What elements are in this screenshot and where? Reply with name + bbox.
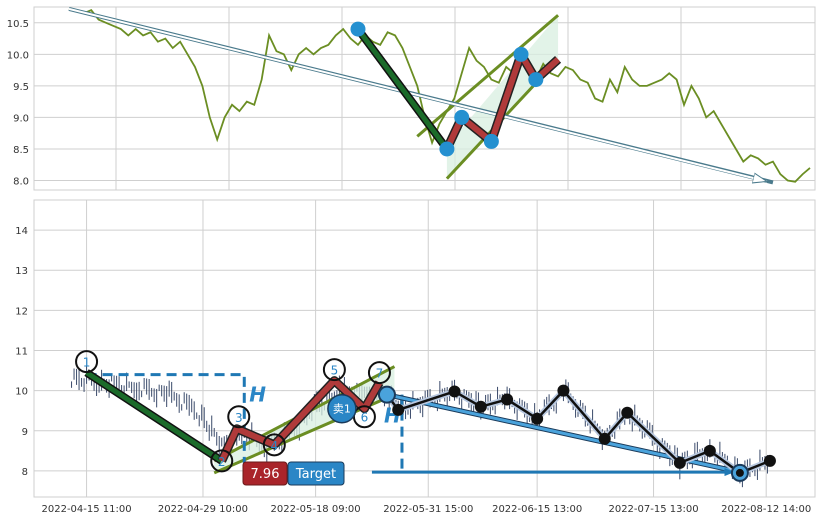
bottom-black-point [621,406,634,419]
bottom-black-point [673,456,686,469]
top-price-line [68,8,811,183]
bottom-x-tick-label: 2022-05-31 15:00 [383,504,473,515]
bottom-wave-label: 5 [331,364,339,378]
bottom-wave-up-segment [219,377,383,463]
top-wave-point [454,109,470,125]
bottom-wave-down-segment [85,370,224,463]
bottom-wave-label: 1 [83,356,91,370]
bottom-wave-label-circle [75,350,99,374]
top-y-tick-label: 9.0 [13,113,29,124]
target-label-text: Target [295,467,336,482]
bottom-x-tick-label: 2022-05-18 09:00 [271,504,361,515]
top-y-tick-label: 10.5 [7,19,29,30]
bottom-black-point [557,384,570,397]
bottom-wave-label-circle [262,433,286,457]
bottom-x-tick-label: 2022-04-29 10:00 [158,504,248,515]
top-channel-upper-line [416,14,560,138]
bottom-x-tick-label: 2022-07-15 13:00 [608,504,698,515]
bottom-black-point [392,403,405,416]
target-value-box [242,461,288,486]
bottom-wave-label-circle [210,449,234,473]
top-wave-down-segment [355,27,449,151]
bottom-x-tick-label: 2022-04-15 11:00 [42,504,132,515]
top-y-tick-label: 9.5 [13,82,29,93]
bottom-y-tick-label: 10 [15,387,28,398]
bottom-y-tick-label: 11 [15,347,28,358]
bottom-y-tick-label: 8 [22,467,28,478]
bottom-black-point [703,444,716,457]
bottom-trend-end-core [735,468,744,477]
bottom-wave-label-circle [322,358,346,382]
bottom-wave-label: 4 [270,439,278,453]
bottom-y-tick-label: 12 [15,306,28,317]
top-y-tick-label: 10.0 [7,50,29,61]
bottom-black-point [474,400,487,413]
top-y-tick-label: 8.5 [13,145,29,156]
target-label-box [287,461,345,486]
bottom-x-tick-label: 2022-06-15 13:00 [492,504,582,515]
top-wave-point [513,46,529,62]
top-wave-point [439,141,455,157]
bottom-wave-label: 7 [376,367,384,381]
bottom-y-tick-label: 14 [15,226,28,237]
bottom-black-point [598,432,611,445]
bottom-x-tick-label: 2022-08-12 14:00 [721,504,811,515]
top-y-tick-label: 8.0 [13,177,29,188]
bottom-wave-label: 3 [235,411,243,425]
bottom-black-point [448,385,461,398]
bottom-h-label: H [249,383,266,407]
bottom-y-tick-label: 13 [15,266,28,277]
bottom-wave-label: 6 [361,411,369,425]
bottom-y-tick-label: 9 [22,427,28,438]
bottom-sell-signal-marker [327,393,357,424]
bottom-sell-signal-label: 卖1 [333,403,351,416]
top-wave-point [483,133,499,149]
top-wave-point [528,72,544,88]
bottom-plot-area [33,199,816,498]
bottom-black-point [763,454,776,467]
top-trend-arrow [68,7,767,182]
bottom-black-point [531,412,544,425]
bottom-wave-label: 2 [218,455,226,469]
top-panel: 8.0 8.5 9.0 9.5 10.0 10.5 [7,6,816,191]
top-wave-point [350,21,366,37]
bottom-panel: 2022-04-15 11:00 2022-04-29 10:00 2022-05-… [15,199,816,515]
bottom-wave-label-circle [367,361,391,385]
target-value-text: 7.96 [251,467,280,482]
bottom-trend-start-point [377,385,396,404]
bottom-black-point [501,393,514,406]
bottom-wave-label-circle [227,405,251,429]
